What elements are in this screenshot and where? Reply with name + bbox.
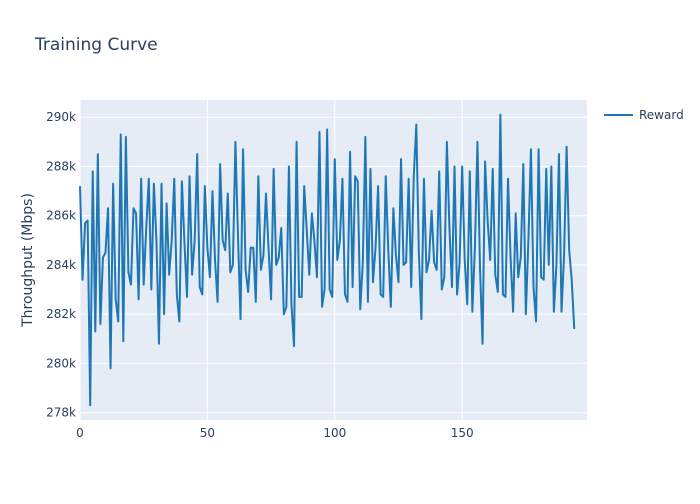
series-layer (79, 113, 576, 407)
legend-label-reward: Reward (639, 108, 684, 122)
y-tick-label: 288k (46, 159, 76, 173)
chart-title: Training Curve (34, 35, 158, 55)
x-tick-label: 150 (451, 426, 474, 440)
legend[interactable]: Reward (604, 108, 684, 122)
y-axis-title: Throughput (Mbps) (20, 193, 36, 328)
y-tick-label: 286k (46, 209, 76, 223)
y-tick-label: 284k (46, 258, 76, 272)
y-tick-label: 278k (46, 406, 76, 420)
y-tick-label: 290k (46, 110, 76, 124)
axis-layer: 278k 280k 282k 284k 286k 288k 290k 0 50 100 150 (46, 110, 473, 440)
x-tick-label: 0 (76, 426, 84, 440)
x-tick-label: 50 (200, 426, 215, 440)
y-tick-label: 280k (46, 356, 76, 370)
series-line-reward (79, 113, 576, 407)
y-tick-label: 282k (46, 307, 76, 321)
x-tick-label: 100 (323, 426, 346, 440)
